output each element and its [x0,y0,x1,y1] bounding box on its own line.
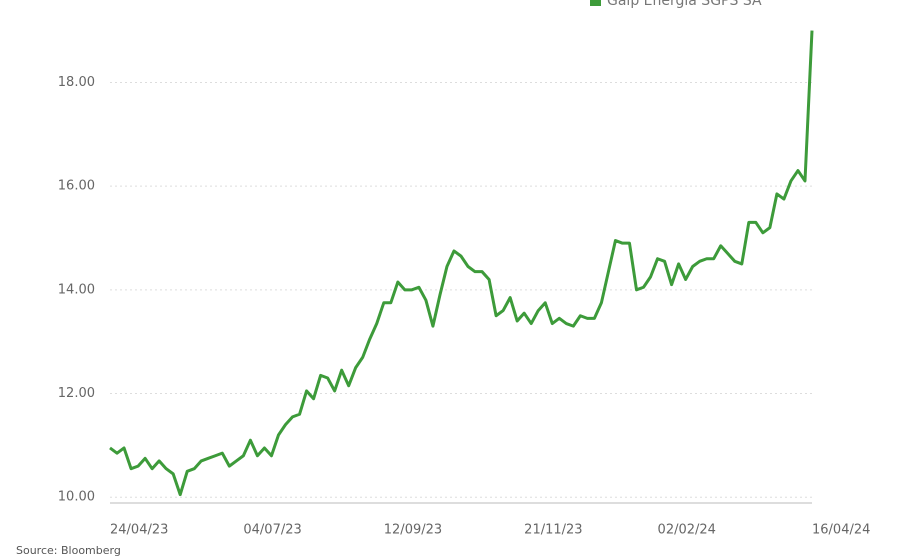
x-tick-label: 16/04/24 [812,523,870,538]
x-tick-label: 02/02/24 [658,523,716,538]
y-tick-label: 14.00 [58,282,95,297]
legend-label: Galp Energia SGPS SA [607,0,762,9]
y-tick-label: 10.00 [58,490,95,505]
y-tick-label: 16.00 [58,179,95,194]
price-line [109,30,814,497]
x-tick-label: 21/11/23 [524,523,582,538]
source: Source: Bloomberg [16,544,121,557]
x-tick-label: 12/09/23 [384,523,442,538]
x-tick-label: 24/04/23 [110,523,168,538]
legend-swatch [590,0,601,6]
y-tick-label: 18.00 [58,75,95,90]
x-tick-label: 04/07/23 [243,523,301,538]
y-tick-label: 12.00 [58,386,95,401]
